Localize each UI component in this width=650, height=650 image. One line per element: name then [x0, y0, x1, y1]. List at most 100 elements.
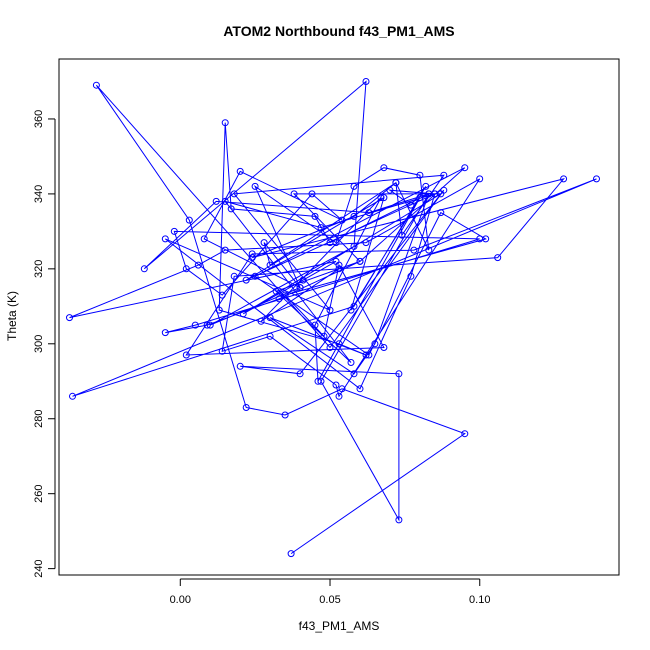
data-point [215, 306, 223, 314]
data-point [239, 310, 247, 318]
data-point [371, 340, 379, 348]
data-point [266, 332, 274, 340]
data-point [425, 246, 433, 254]
data-point [461, 430, 469, 438]
data-point [338, 385, 346, 393]
data-point [380, 194, 388, 202]
data-point [407, 272, 415, 280]
data-point [332, 239, 340, 247]
data-point [392, 179, 400, 187]
data-point [266, 314, 274, 322]
data-point [194, 261, 202, 269]
data-point [227, 205, 235, 213]
data-point [326, 344, 334, 351]
data-point [221, 197, 229, 205]
data-point [380, 344, 388, 351]
data-point [242, 276, 250, 284]
data-point [242, 404, 250, 411]
data-point [365, 351, 373, 359]
data-point [191, 321, 199, 329]
data-point [356, 257, 364, 265]
series-line [69, 80, 597, 555]
data-point [320, 332, 328, 340]
data-point [380, 164, 388, 172]
data-point [362, 78, 370, 85]
data-point [203, 321, 211, 329]
data-point [92, 81, 100, 89]
data-point [386, 186, 394, 194]
plot-frame [58, 58, 620, 576]
data-point [257, 317, 265, 325]
data-point [275, 295, 283, 303]
data-point [335, 392, 343, 400]
data-point [308, 190, 316, 198]
data-point [251, 182, 259, 190]
data-point [422, 182, 430, 190]
y-axis: 240 260 280 300 320 340 360 [33, 110, 56, 578]
x-tick-label: 0.05 [319, 594, 340, 606]
data-point [218, 347, 226, 355]
data-point [398, 231, 406, 239]
data-point [266, 261, 274, 269]
data-point [296, 370, 304, 378]
data-point [347, 359, 355, 366]
data-point [311, 321, 319, 329]
data-point [221, 119, 229, 127]
data-point [182, 265, 190, 273]
data-point [407, 201, 415, 209]
data-point [272, 287, 280, 295]
x-tick-label: 0.10 [469, 594, 490, 606]
data-point [395, 370, 403, 378]
data-point [230, 272, 238, 280]
x-axis-label: f43_PM1_AMS [299, 619, 380, 633]
data-point [170, 227, 178, 235]
data-point [248, 254, 256, 262]
y-tick-label: 300 [33, 335, 45, 353]
data-point [212, 197, 220, 205]
data-point [311, 212, 319, 220]
data-point [593, 175, 600, 183]
series-layer [66, 78, 600, 558]
data-point [221, 246, 229, 254]
data-point [296, 284, 304, 292]
data-point [161, 329, 169, 337]
data-point [281, 411, 289, 419]
data-point [230, 190, 238, 198]
data-point [362, 239, 370, 247]
data-point [69, 392, 76, 400]
data-point [248, 250, 256, 258]
data-point [185, 216, 193, 224]
data-point [299, 276, 307, 284]
data-point [461, 164, 469, 172]
data-point [182, 351, 190, 359]
x-tick-label: 0.00 [170, 594, 191, 606]
y-tick-label: 260 [33, 485, 45, 503]
data-point [494, 254, 502, 262]
data-point [482, 235, 490, 243]
data-point [416, 171, 424, 179]
data-point [356, 385, 364, 393]
data-point [365, 209, 373, 217]
data-point [338, 216, 346, 224]
data-point [350, 212, 358, 220]
y-axis-label: Theta (K) [5, 291, 19, 341]
data-point [377, 194, 385, 202]
data-point [200, 235, 208, 243]
data-point [362, 351, 370, 359]
data-point [410, 246, 418, 254]
data-point [287, 550, 295, 558]
data-point [332, 381, 340, 389]
data-point [290, 190, 298, 198]
y-tick-label: 320 [33, 260, 45, 278]
y-tick-label: 340 [33, 185, 45, 203]
data-point [335, 261, 343, 269]
data-point [335, 265, 343, 273]
data-point [347, 306, 355, 314]
chart-title: ATOM2 Northbound f43_PM1_AMS [223, 23, 454, 39]
data-point [281, 291, 289, 299]
data-point [66, 314, 73, 322]
data-point [560, 175, 568, 183]
data-point [431, 190, 439, 198]
data-point [437, 209, 445, 217]
